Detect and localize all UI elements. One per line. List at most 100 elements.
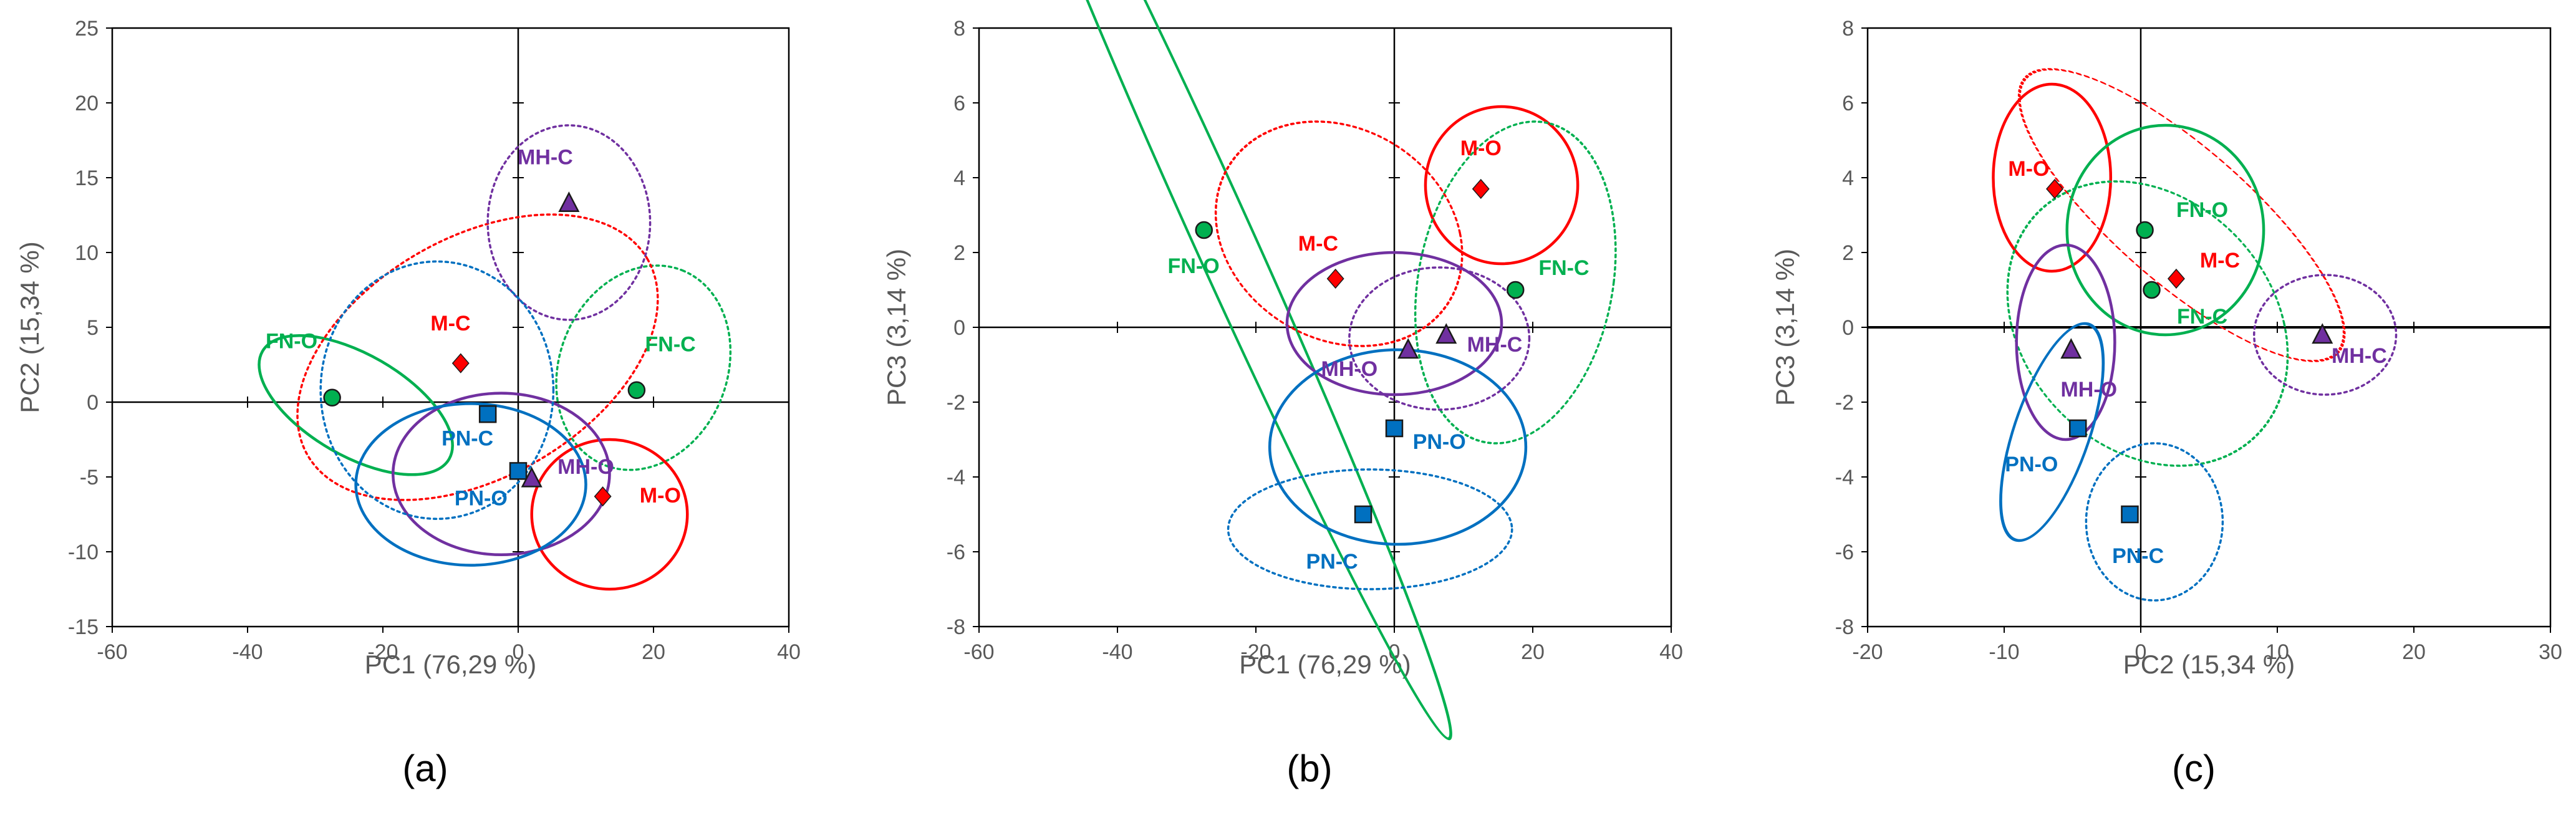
label-pn-c: PN-C bbox=[2112, 544, 2164, 568]
y-tick-label: 6 bbox=[953, 92, 965, 115]
label-fn-o: FN-O bbox=[1168, 254, 1220, 278]
y-tick-label: -6 bbox=[947, 541, 965, 564]
y-tick-label: -10 bbox=[68, 541, 99, 564]
x-tick-label: 30 bbox=[2539, 640, 2562, 664]
ellipse-fn-c bbox=[1414, 120, 1617, 445]
x-tick-label: 20 bbox=[642, 640, 665, 664]
y-axis-label: PC3 (3,14 %) bbox=[882, 249, 911, 406]
label-pn-o: PN-O bbox=[455, 487, 508, 511]
ellipse-mh-o bbox=[2015, 243, 2116, 441]
y-tick-label: 2 bbox=[1842, 241, 1854, 265]
ellipse-m-o bbox=[1424, 105, 1580, 266]
ellipse-m-c bbox=[296, 213, 659, 501]
x-axis-label: PC2 (15,34 %) bbox=[2123, 650, 2295, 679]
point-pn-c bbox=[1354, 505, 1372, 524]
ellipse-mh-c bbox=[486, 124, 652, 321]
point-pn-c bbox=[478, 405, 497, 423]
x-tick-label: 0 bbox=[2135, 640, 2147, 664]
y-axis-label: PC3 (3,14 %) bbox=[1770, 249, 1800, 406]
ellipse-mh-o bbox=[1285, 251, 1503, 397]
ellipse-fn-c bbox=[2006, 180, 2289, 467]
ellipse-pn-c bbox=[1227, 468, 1513, 590]
x-tick-label: -60 bbox=[963, 640, 994, 664]
ellipse-fn-o bbox=[258, 334, 454, 476]
label-fn-c: FN-C bbox=[2177, 305, 2227, 329]
x-tick-label: -20 bbox=[1240, 640, 1271, 664]
point-mh-o bbox=[1397, 338, 1419, 359]
point-fn-c bbox=[1507, 281, 1525, 299]
y-tick-label: 0 bbox=[953, 316, 965, 340]
point-mh-c bbox=[558, 191, 580, 213]
panel-label: (c) bbox=[2172, 748, 2216, 789]
label-pn-o: PN-O bbox=[2005, 453, 2058, 476]
ellipse-pn-o bbox=[1999, 322, 2105, 542]
x-tick-label: 0 bbox=[513, 640, 524, 664]
label-m-c: M-C bbox=[1298, 232, 1338, 256]
y-tick-label: -8 bbox=[947, 615, 965, 639]
point-fn-c bbox=[627, 381, 646, 400]
ellipse-fn-c bbox=[555, 264, 732, 471]
x-tick-label: -20 bbox=[367, 640, 398, 664]
ellipse-fn-o bbox=[2065, 123, 2265, 337]
label-pn-c: PN-C bbox=[1306, 550, 1358, 574]
x-tick-label: 10 bbox=[2265, 640, 2289, 664]
y-axis-label: PC2 (15,34 %) bbox=[15, 241, 44, 413]
panel-label: (b) bbox=[1286, 748, 1332, 789]
y-tick-label: 2 bbox=[953, 241, 965, 265]
point-m-o bbox=[1472, 178, 1490, 200]
point-fn-o bbox=[323, 388, 341, 407]
ellipse-m-c bbox=[2017, 68, 2346, 362]
point-pn-c bbox=[2121, 505, 2139, 524]
y-tick-label: -6 bbox=[1835, 541, 1854, 564]
label-mh-c: MH-C bbox=[1467, 333, 1523, 357]
y-tick-label: 0 bbox=[1842, 316, 1854, 340]
label-mh-o: MH-O bbox=[557, 455, 614, 479]
y-tick-label: 6 bbox=[1842, 92, 1854, 115]
label-fn-c: FN-C bbox=[1538, 256, 1589, 280]
point-m-o bbox=[2046, 178, 2064, 200]
label-fn-o: FN-O bbox=[2176, 198, 2228, 222]
x-tick-label: 40 bbox=[1659, 640, 1683, 664]
point-mh-c bbox=[2312, 323, 2333, 344]
x-axis-label: PC1 (76,29 %) bbox=[1239, 650, 1411, 679]
point-mh-o bbox=[2060, 338, 2082, 359]
label-m-o: M-O bbox=[1460, 137, 1502, 160]
panel-label: (a) bbox=[402, 748, 448, 789]
x-tick-label: 0 bbox=[1389, 640, 1401, 664]
x-axis-label: PC1 (76,29 %) bbox=[365, 650, 536, 679]
point-pn-o bbox=[509, 462, 528, 480]
label-mh-c: MH-C bbox=[2332, 344, 2387, 368]
ellipse-m-o bbox=[530, 438, 689, 591]
y-tick-label: 4 bbox=[953, 166, 965, 190]
label-m-o: M-O bbox=[2008, 157, 2049, 181]
label-pn-c: PN-C bbox=[441, 427, 493, 451]
x-tick-label: -60 bbox=[97, 640, 127, 664]
y-tick-label: -4 bbox=[947, 466, 965, 489]
y-tick-label: 8 bbox=[1842, 17, 1854, 41]
point-pn-o bbox=[2069, 419, 2087, 438]
y-tick-label: -5 bbox=[80, 466, 99, 489]
point-fn-o bbox=[2136, 221, 2154, 239]
y-tick-label: 4 bbox=[1842, 166, 1854, 190]
y-tick-label: -8 bbox=[1835, 615, 1854, 639]
ellipse-pn-o bbox=[354, 402, 587, 567]
x-tick-label: 20 bbox=[1521, 640, 1545, 664]
y-tick-label: 20 bbox=[75, 92, 99, 115]
label-pn-o: PN-O bbox=[1413, 430, 1466, 454]
y-tick-label: -2 bbox=[947, 391, 965, 415]
ellipse-mh-c bbox=[2253, 274, 2398, 396]
ellipse-fn-o bbox=[990, 0, 1453, 741]
y-tick-label: 0 bbox=[87, 391, 99, 415]
ellipse-pn-c bbox=[319, 260, 555, 520]
ellipse-m-c bbox=[1214, 120, 1464, 347]
point-mh-o bbox=[521, 466, 543, 488]
label-mh-c: MH-C bbox=[518, 145, 573, 169]
x-tick-label: 40 bbox=[777, 640, 801, 664]
x-tick-label: -10 bbox=[1989, 640, 2019, 664]
point-fn-c bbox=[2143, 281, 2161, 299]
x-tick-label: -20 bbox=[1852, 640, 1883, 664]
y-tick-label: -15 bbox=[68, 615, 99, 639]
point-fn-o bbox=[1195, 221, 1213, 239]
